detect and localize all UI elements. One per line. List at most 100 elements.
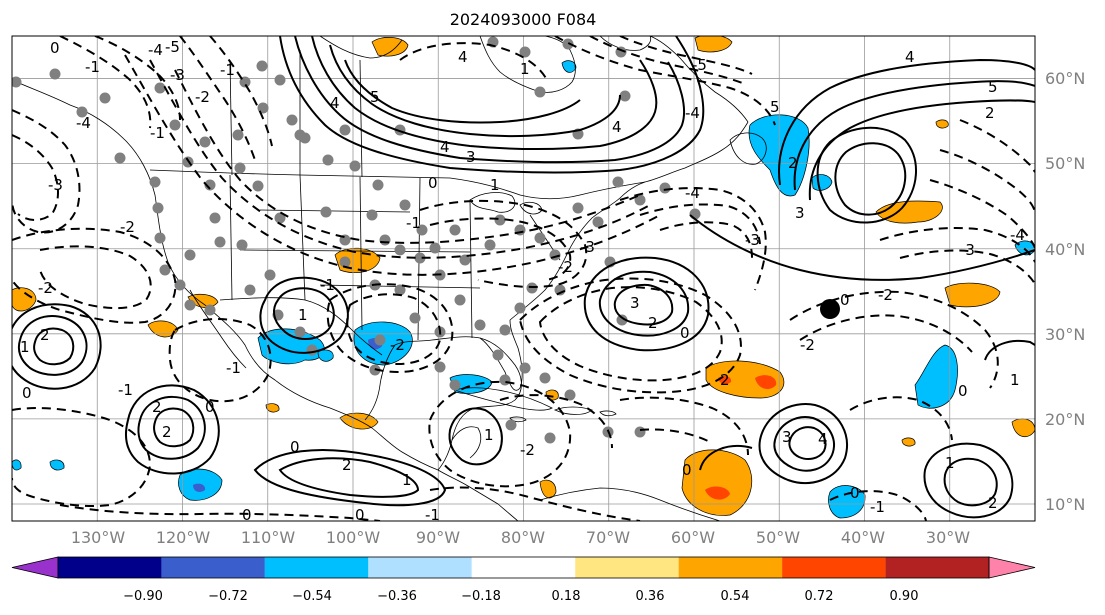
dashed-subtropical-ring-1 — [518, 277, 742, 394]
contour-label: -3 — [580, 238, 595, 256]
station-dot — [232, 129, 244, 141]
shade-red-sargasso — [755, 375, 777, 390]
station-dot — [474, 319, 486, 331]
contour-tropical-cell-2 — [773, 416, 835, 472]
station-dot — [544, 432, 556, 444]
contour-label: 0 — [205, 398, 215, 416]
station-dot — [416, 224, 428, 236]
station-dot — [154, 82, 166, 94]
contour-label: -3 — [170, 66, 185, 84]
station-dot — [492, 349, 504, 361]
contour-label: -1 — [226, 359, 241, 377]
contour-east-pacific-elong-2 — [278, 457, 420, 498]
station-markers — [12, 36, 701, 444]
colorbar-segment — [58, 557, 162, 578]
baja-california — [189, 289, 247, 369]
station-dot — [499, 324, 511, 336]
station-dot — [399, 199, 411, 211]
lon-label: 90°W — [416, 528, 460, 547]
station-dot — [264, 269, 276, 281]
dashed-rockies-1 — [179, 36, 256, 161]
contour-label: -2 — [878, 286, 893, 304]
colorbar-segment — [368, 557, 472, 578]
station-dot — [572, 202, 584, 214]
station-dot — [252, 180, 264, 192]
colorbar-tick-label: −0.18 — [461, 589, 501, 604]
lon-label: 100°W — [326, 528, 381, 547]
contour-north-atlantic-trough — [689, 214, 1035, 281]
dashed-atlantic-jet-2 — [639, 203, 761, 245]
contour-north-ridge-1 — [279, 36, 705, 174]
florida-peninsula — [479, 319, 523, 391]
contour-label: 4 — [440, 138, 450, 156]
station-dot — [339, 256, 351, 268]
contour-label: 4 — [612, 118, 622, 136]
figure-title: 2024093000 F084 — [450, 10, 597, 29]
contour-label: 0 — [290, 438, 300, 456]
contour-label: 1 — [402, 471, 412, 489]
contour-label: 1 — [1010, 371, 1020, 389]
contour-label: -4 — [1010, 226, 1025, 244]
contour-label: 3 — [782, 428, 792, 446]
contour-label: 0 — [958, 382, 968, 400]
station-dot — [534, 86, 546, 98]
station-dot — [659, 182, 671, 194]
station-dot — [534, 232, 546, 244]
dashed-us-east-trough-1 — [419, 199, 588, 288]
contour-label: 4 — [458, 48, 468, 66]
state-line-e — [469, 199, 473, 339]
contour-east-low-lat-2 — [943, 457, 998, 507]
cuba — [453, 387, 553, 411]
colorbar-outline — [57, 556, 990, 579]
contour-label: 4 — [818, 430, 828, 448]
nova-scotia-coast — [644, 121, 749, 183]
contour-label: -2 — [558, 258, 573, 276]
contour-tropical-cell-1 — [758, 403, 848, 484]
dashed-us-east-trough-2 — [429, 217, 572, 281]
shade-deep-blue-pacific — [193, 483, 206, 493]
station-dot — [499, 374, 511, 386]
contour-label: -1 — [220, 61, 235, 79]
dashed-tropical-band-3 — [429, 486, 641, 521]
contour-label: 1 — [945, 454, 955, 472]
contour-label: -1 — [150, 124, 165, 142]
contour-pacific-low-lat-3 — [153, 407, 195, 448]
station-dot — [619, 90, 631, 102]
contour-label: -4 — [685, 104, 700, 122]
shade-orange-sargasso — [705, 360, 785, 399]
station-dot — [434, 361, 446, 373]
dashed-mexico-west-1 — [168, 318, 272, 403]
station-dot — [152, 202, 164, 214]
colorbar-segment — [575, 557, 679, 578]
contour-label: 0 — [840, 291, 850, 309]
canada-us-border — [149, 169, 646, 200]
shade-blue-gulf-small — [317, 349, 334, 362]
contour-label: 3 — [795, 204, 805, 222]
lon-label: 120°W — [156, 528, 211, 547]
contour-label: -3 — [48, 176, 63, 194]
station-dot — [76, 106, 88, 118]
map-panel: 0 -1 -4 -5 -3 -2 -1 -4 -1 -3 -2 -2 1 2 0… — [12, 36, 1035, 521]
contour-caribbean-cell-1 — [448, 407, 503, 466]
station-dot — [372, 179, 384, 191]
station-dot — [519, 362, 531, 374]
station-dot — [449, 224, 461, 236]
contour-label: 0 — [850, 484, 860, 502]
contour-label: 2 — [985, 104, 995, 122]
station-dot — [286, 114, 298, 126]
colorbar-tick-label: 0.36 — [636, 589, 665, 604]
station-dot — [505, 419, 517, 431]
station-dot — [320, 206, 332, 218]
dashed-atlantic-jet-3 — [659, 221, 753, 259]
contour-subtropical-cell-2 — [613, 283, 674, 326]
shade-orange-east — [944, 282, 1001, 308]
contour-subtropical-cell-1 — [598, 270, 690, 337]
colorbar-segment — [885, 557, 989, 578]
contour-label: -2 — [390, 336, 405, 354]
colorbar-extend-low — [11, 556, 59, 579]
colorbar-tick-label: −0.54 — [292, 589, 332, 604]
station-dot — [339, 124, 351, 136]
station-dot — [454, 294, 466, 306]
arctic-islands — [319, 36, 403, 59]
contour-label: 2 — [152, 398, 162, 416]
